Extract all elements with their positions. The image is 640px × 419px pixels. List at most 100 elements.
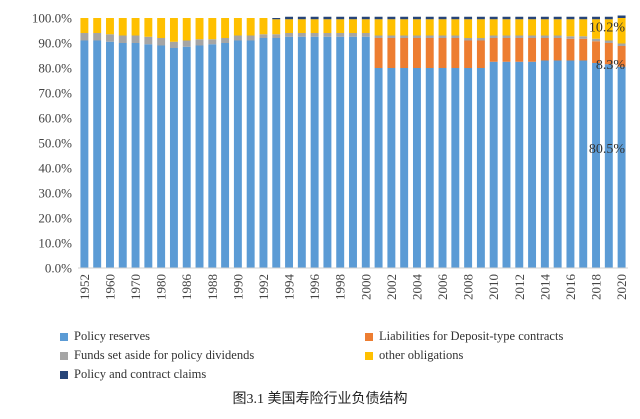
bar-segment [617,66,626,268]
y-tick-label: 0.0% [45,261,72,276]
bar-segment [438,16,447,20]
x-tick-label: 1998 [333,274,348,300]
legend-label-deposit-type-contracts: Liabilities for Deposit-type contracts [379,329,564,343]
bar-segment [592,19,600,39]
bar-segment [310,33,319,37]
x-tick-label: 2016 [563,274,578,301]
y-tick-label: 10.0% [38,236,72,251]
bar-segment [285,16,294,20]
bar-segment [182,46,191,268]
bar-segment [323,19,332,33]
bar-segment [169,41,178,48]
bar-segment [157,18,166,38]
data-label: 80.5% [589,142,626,157]
x-tick-label: 2010 [486,274,501,300]
bar-segment [349,33,357,37]
bar-segment [387,38,396,68]
bar-segment [579,36,588,39]
bar-segment [464,38,473,41]
bar-segment [566,60,575,268]
bar-segment [451,35,460,38]
bar-segment [400,35,409,38]
legend-swatch-contract-claims [60,370,68,379]
x-tick-label: 2006 [435,274,450,301]
bar-segment [489,35,498,38]
bar-segment [272,18,281,20]
bar-segment [195,45,204,268]
bar-segment [400,19,409,36]
bar-segment [182,18,191,41]
bar-segment [502,19,511,36]
bar-segment [592,38,600,42]
bar-segment [489,38,498,62]
bar-segment [592,63,600,268]
bar-segment [80,33,89,41]
bar-segment [246,40,255,268]
bar-segment [157,38,166,46]
x-tick-label: 1986 [179,274,194,301]
bar-segment [476,68,485,268]
bar-segment [451,38,460,68]
bar-segment [540,38,549,61]
legend-swatch-policy-dividends [60,351,68,360]
y-tick-label: 90.0% [38,36,72,51]
y-tick-label: 80.0% [38,61,72,76]
bar-segment [412,16,421,20]
bar-segment [272,38,281,268]
bar-segment [604,16,613,20]
bar-segment [451,68,460,268]
bar-segment [553,16,562,20]
bar-segment [438,35,447,38]
bar-segment [297,16,306,20]
bar-segment [336,19,345,33]
bar-segment [131,43,140,268]
bar-segment [387,68,396,268]
bar-segment [195,18,204,40]
bar-segment [169,48,178,268]
bar-segment [208,39,217,45]
bar-segment [297,33,306,37]
bar-segment [412,38,421,68]
bar-segment [489,61,498,268]
bar-segment [528,19,537,36]
bar-segment [617,46,626,67]
bar-segment [285,19,294,33]
y-tick-label: 20.0% [38,211,72,226]
bar-segment [131,18,140,36]
bar-segment [208,18,217,40]
bar-segment [374,35,383,38]
bar-segment [476,38,485,41]
bar-segment [604,19,613,41]
bar-segment [361,33,370,37]
data-label: 10.2% [589,21,626,36]
bar-segment [374,19,383,36]
bar-segment [323,33,332,37]
legend-swatch-other-obligations [365,351,373,360]
bar-segment [106,34,114,42]
x-tick-label: 2002 [384,274,399,300]
bar-segment [425,38,434,68]
bar-segment [540,60,549,268]
bar-segment [259,38,268,268]
bar-segment [515,38,524,62]
legend-label-policy-reserves: Policy reserves [74,329,151,343]
x-tick-label: 1952 [77,274,92,300]
bar-segment [195,39,204,46]
bar-segment [579,16,588,20]
x-tick-label: 2008 [461,274,476,300]
legend-item-policy-reserves: Policy reserves [60,329,150,344]
bar-segment [425,16,434,20]
bar-segment [106,41,114,268]
bar-segment [566,36,575,39]
x-tick-label: 2012 [512,274,527,300]
legend-item-deposit-type-contracts: Liabilities for Deposit-type contracts [365,329,563,344]
bar-segment [515,19,524,36]
bar-segment [604,64,613,268]
bar-segment [553,38,562,61]
y-tick-label: 40.0% [38,161,72,176]
bar-segment [540,16,549,20]
data-label: 8.3% [596,58,626,73]
legend-label-policy-dividends: Funds set aside for policy dividends [74,348,255,362]
bar-segment [131,35,140,43]
bar-segment [400,16,409,20]
